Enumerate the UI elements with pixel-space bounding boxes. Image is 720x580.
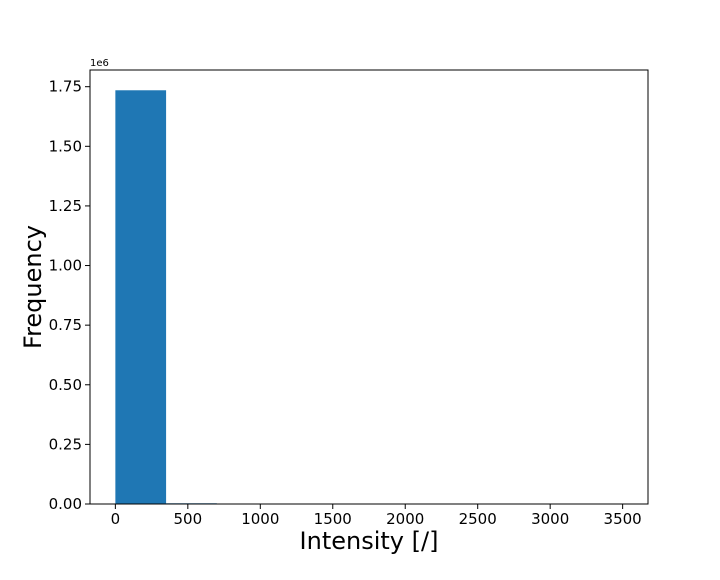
x-tick-label: 2000 (386, 510, 424, 528)
x-tick-label: 500 (174, 510, 203, 528)
y-tick-label: 1.25 (49, 197, 82, 215)
y-tick-label: 0.25 (49, 435, 82, 453)
y-offset-label: 1e6 (90, 58, 109, 69)
x-axis-ticks: 0 500 1000 1500 2000 2500 3000 3500 (111, 504, 642, 528)
y-tick-label: 0.00 (49, 495, 82, 513)
plot-frame (90, 70, 648, 504)
histogram-bar-0 (115, 90, 166, 504)
x-tick-label: 3500 (604, 510, 642, 528)
x-tick-label: 2500 (459, 510, 497, 528)
y-tick-label: 1.50 (49, 137, 82, 155)
x-tick-label: 0 (111, 510, 121, 528)
x-tick-label: 3000 (531, 510, 569, 528)
x-axis-label: Intensity [/] (300, 527, 439, 555)
y-tick-label: 0.75 (49, 316, 82, 334)
y-axis-ticks: 0.00 0.25 0.50 0.75 1.00 1.25 1.50 1.75 (49, 78, 90, 513)
y-tick-label: 1.00 (49, 257, 82, 275)
x-tick-label: 1500 (314, 510, 352, 528)
x-tick-label: 1000 (241, 510, 279, 528)
y-axis-label: Frequency (19, 225, 47, 349)
y-tick-label: 0.50 (49, 376, 82, 394)
bars-layer (115, 90, 318, 504)
y-tick-label: 1.75 (49, 78, 82, 96)
